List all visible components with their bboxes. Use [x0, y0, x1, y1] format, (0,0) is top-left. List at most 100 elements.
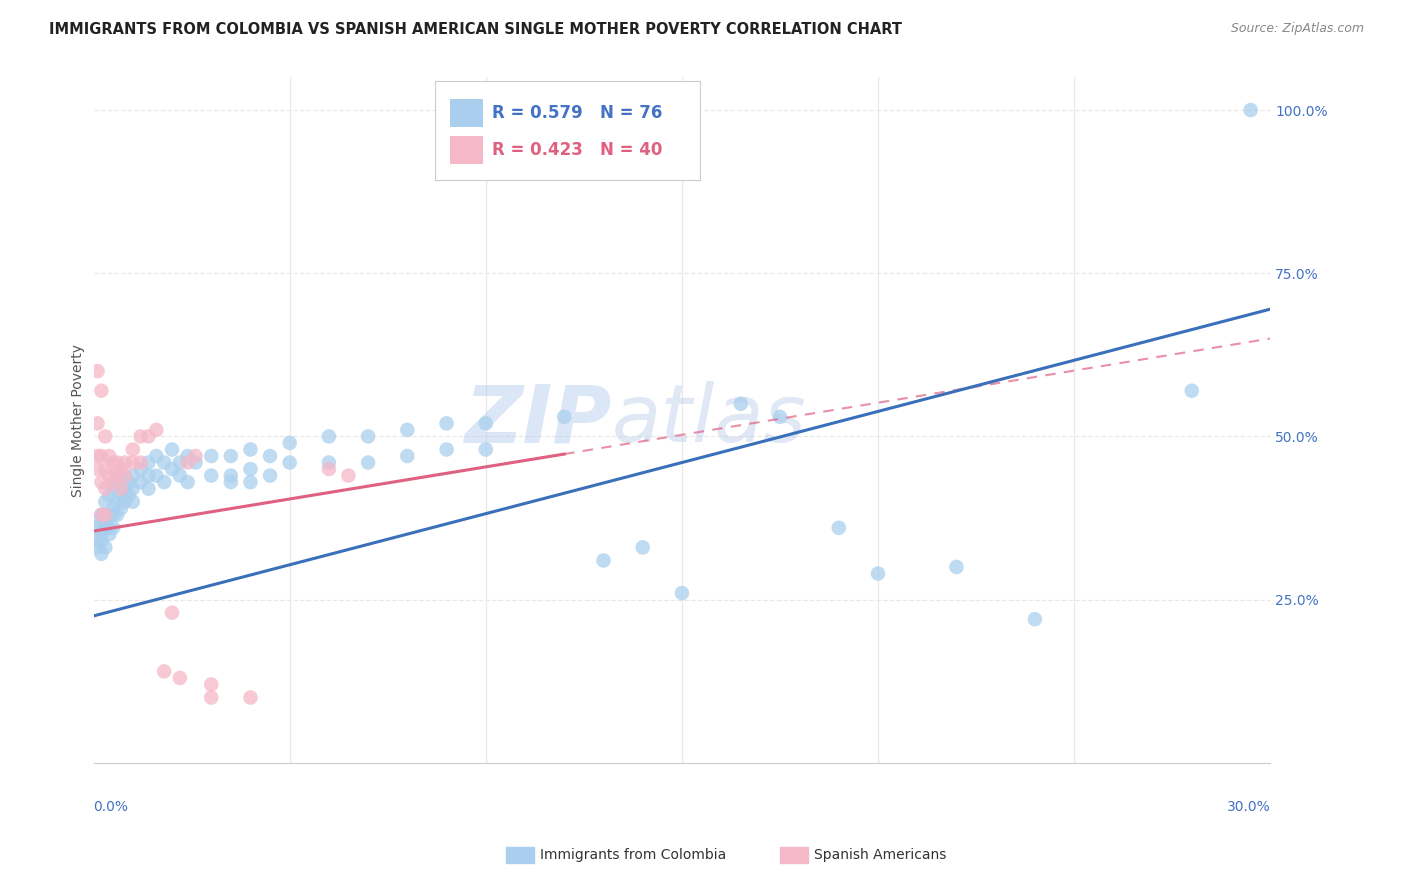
Point	[219, 475, 242, 489]
Point	[138, 429, 160, 443]
Point	[90, 449, 112, 463]
Point	[103, 456, 125, 470]
Point	[169, 468, 191, 483]
Point	[114, 468, 136, 483]
Point	[145, 423, 167, 437]
Text: Spanish Americans: Spanish Americans	[814, 848, 946, 863]
Point	[121, 482, 143, 496]
Point	[118, 488, 141, 502]
Point	[103, 475, 125, 489]
Point	[318, 429, 340, 443]
Point	[730, 397, 752, 411]
Point	[105, 508, 128, 522]
Point	[105, 456, 128, 470]
Text: Source: ZipAtlas.com: Source: ZipAtlas.com	[1230, 22, 1364, 36]
Point	[318, 456, 340, 470]
Point	[1239, 103, 1261, 117]
Point	[86, 514, 108, 528]
Point	[200, 677, 222, 691]
Point	[631, 541, 654, 555]
Text: 0.0%: 0.0%	[94, 800, 128, 814]
Point	[138, 468, 160, 483]
Point	[129, 456, 152, 470]
Point	[177, 456, 200, 470]
Point	[239, 462, 262, 476]
Point	[200, 468, 222, 483]
Point	[110, 468, 132, 483]
Point	[138, 456, 160, 470]
Point	[94, 429, 117, 443]
Point	[357, 429, 380, 443]
Point	[145, 468, 167, 483]
Point	[98, 521, 121, 535]
Point	[239, 690, 262, 705]
Point	[94, 482, 117, 496]
Point	[86, 541, 108, 555]
Point	[396, 423, 419, 437]
Point	[145, 449, 167, 463]
Bar	[450, 99, 484, 128]
Point	[177, 449, 200, 463]
Text: N = 40: N = 40	[599, 141, 662, 159]
Point	[86, 364, 108, 378]
Point	[105, 468, 128, 483]
Point	[138, 482, 160, 496]
Point	[592, 553, 614, 567]
Point	[90, 527, 112, 541]
Point	[129, 462, 152, 476]
Point	[103, 508, 125, 522]
Point	[110, 462, 132, 476]
Point	[114, 494, 136, 508]
Point	[219, 468, 242, 483]
Point	[121, 494, 143, 508]
Point	[436, 417, 458, 431]
Point	[90, 508, 112, 522]
Point	[110, 488, 132, 502]
Point	[114, 456, 136, 470]
Point	[475, 417, 498, 431]
Text: R = 0.423: R = 0.423	[492, 141, 583, 159]
Point	[1181, 384, 1204, 398]
Point	[357, 456, 380, 470]
Point	[475, 103, 498, 117]
Point	[90, 533, 112, 548]
Point	[337, 468, 360, 483]
Point	[475, 442, 498, 457]
Point	[105, 475, 128, 489]
Point	[98, 488, 121, 502]
Point	[86, 462, 108, 476]
Text: 30.0%: 30.0%	[1226, 800, 1270, 814]
Point	[90, 508, 112, 522]
Point	[90, 384, 112, 398]
Point	[114, 482, 136, 496]
Y-axis label: Single Mother Poverty: Single Mother Poverty	[72, 343, 86, 497]
Point	[94, 508, 117, 522]
Point	[200, 449, 222, 463]
Point	[160, 442, 183, 457]
Point	[184, 449, 207, 463]
Point	[110, 501, 132, 516]
Point	[90, 475, 112, 489]
Point	[86, 449, 108, 463]
Point	[121, 442, 143, 457]
Point	[94, 521, 117, 535]
Point	[278, 436, 301, 450]
Point	[259, 468, 281, 483]
Point	[169, 671, 191, 685]
Point	[98, 449, 121, 463]
Point	[866, 566, 889, 581]
Text: ZIP: ZIP	[464, 381, 612, 459]
Point	[94, 494, 117, 508]
Point	[153, 475, 176, 489]
Text: Immigrants from Colombia: Immigrants from Colombia	[540, 848, 725, 863]
Point	[121, 468, 143, 483]
Point	[945, 560, 967, 574]
Text: N = 76: N = 76	[599, 104, 662, 122]
Point	[239, 442, 262, 457]
Point	[160, 606, 183, 620]
FancyBboxPatch shape	[434, 81, 700, 180]
Point	[160, 462, 183, 476]
Point	[94, 462, 117, 476]
Point	[121, 456, 143, 470]
Point	[103, 482, 125, 496]
